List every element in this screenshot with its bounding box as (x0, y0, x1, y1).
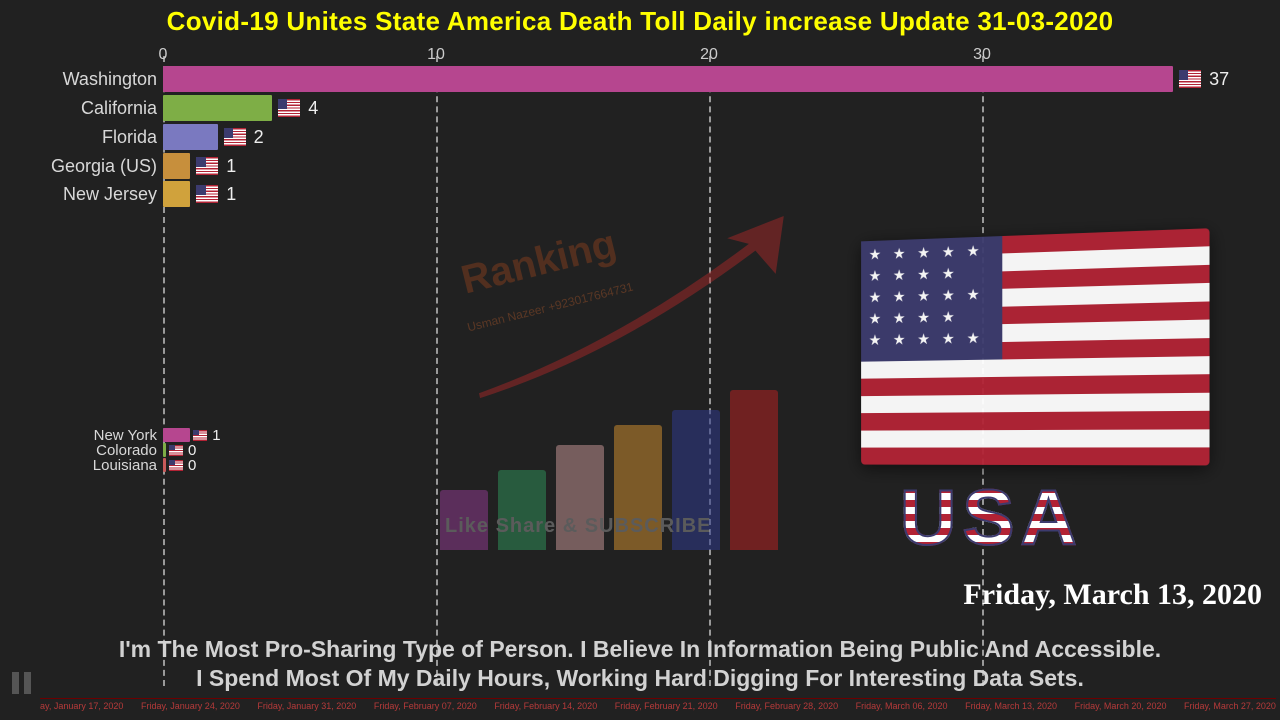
usa-label: USA (900, 472, 1083, 563)
axis-tick-label: 20 (700, 46, 718, 64)
table-row: Georgia (US)1 (163, 153, 236, 179)
bar (163, 443, 166, 457)
timeline-tick: Friday, January 24, 2020 (141, 701, 240, 716)
page-title: Covid-19 Unites State America Death Toll… (0, 6, 1280, 37)
gridline (163, 56, 165, 686)
timeline-tick: Friday, March 27, 2020 (1184, 701, 1276, 716)
row-label: Washington (63, 69, 157, 90)
table-row: Florida2 (163, 124, 264, 150)
row-value: 37 (1209, 69, 1229, 90)
bar (163, 153, 190, 179)
row-value: 4 (308, 98, 318, 119)
row-label: Florida (102, 127, 157, 148)
us-flag-icon (196, 185, 218, 203)
us-flag-icon (196, 157, 218, 175)
table-row: Colorado0 (163, 443, 196, 457)
watermark-logo: Ranking Usman Nazeer +923017664731 Like … (420, 240, 820, 540)
us-flag-icon (224, 128, 246, 146)
timeline-tick: ay, January 17, 2020 (40, 701, 123, 716)
table-row: New Jersey1 (163, 181, 236, 207)
row-label: California (81, 98, 157, 119)
bar (163, 181, 190, 207)
us-flag-icon (1179, 70, 1201, 88)
row-label: Louisiana (93, 457, 157, 474)
row-value: 1 (226, 184, 236, 205)
table-row: Washington37 (163, 66, 1229, 92)
axis-tick-label: 0 (159, 46, 168, 64)
timeline-tick: Friday, February 07, 2020 (374, 701, 477, 716)
timeline-tick: Friday, February 14, 2020 (494, 701, 597, 716)
timeline-tick: Friday, January 31, 2020 (257, 701, 356, 716)
axis-tick-label: 30 (973, 46, 991, 64)
timeline-tick: Friday, February 21, 2020 (615, 701, 718, 716)
table-row: California4 (163, 95, 318, 121)
timeline-tick: Friday, March 20, 2020 (1075, 701, 1167, 716)
us-flag-icon (193, 430, 207, 441)
pause-icon[interactable] (12, 672, 34, 694)
timeline-tick: Friday, March 06, 2020 (856, 701, 948, 716)
axis-tick-label: 10 (427, 46, 445, 64)
current-date: Friday, March 13, 2020 (963, 578, 1262, 612)
row-value: 1 (226, 156, 236, 177)
bar (163, 428, 190, 442)
row-value: 2 (254, 127, 264, 148)
row-label: New Jersey (63, 184, 157, 205)
us-flag-icon (169, 445, 183, 456)
row-value: 1 (212, 427, 220, 444)
us-flag-icon (278, 99, 300, 117)
row-label: Georgia (US) (51, 156, 157, 177)
row-value: 0 (188, 457, 196, 474)
bar (163, 458, 166, 472)
us-flag-icon (169, 460, 183, 471)
watermark-bar (730, 390, 778, 550)
table-row: Louisiana0 (163, 458, 196, 472)
table-row: New York1 (163, 428, 221, 442)
watermark-caption: Like Share & SUBSCRIBE (445, 515, 712, 538)
timeline-tick: Friday, March 13, 2020 (965, 701, 1057, 716)
watermark-bar (498, 470, 546, 550)
caption-line-1: I'm The Most Pro-Sharing Type of Person.… (0, 636, 1280, 663)
bar (163, 95, 272, 121)
caption-line-2: I Spend Most Of My Daily Hours, Working … (0, 665, 1280, 692)
timeline-tick: Friday, February 28, 2020 (735, 701, 838, 716)
bar (163, 66, 1173, 92)
us-flag-icon (861, 228, 1209, 465)
timeline-axis: ay, January 17, 2020 Friday, January 24, … (40, 698, 1276, 716)
bar (163, 124, 218, 150)
